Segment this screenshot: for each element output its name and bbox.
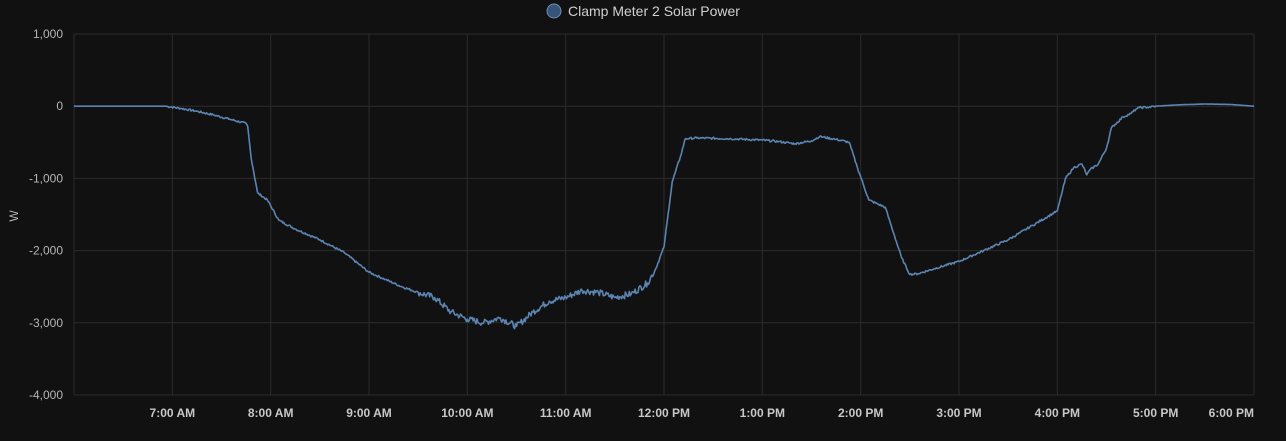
x-tick-label: 8:00 AM — [248, 406, 294, 420]
x-tick-label: 12:00 PM — [638, 406, 690, 420]
gridlines — [73, 33, 1255, 396]
y-tick-label: -1,000 — [29, 171, 63, 185]
y-axis: 1,000 0 -1,000 -2,000 -3,000 -4,000 — [29, 27, 63, 402]
y-tick-label: 1,000 — [33, 27, 63, 41]
series-line-clamp-meter-2-solar-power — [74, 103, 1255, 330]
y-axis-label: W — [7, 210, 21, 222]
y-tick-label: -2,000 — [29, 244, 63, 258]
legend-label: Clamp Meter 2 Solar Power — [568, 3, 740, 19]
legend[interactable]: Clamp Meter 2 Solar Power — [546, 3, 740, 19]
x-axis: 7:00 AM 8:00 AM 9:00 AM 10:00 AM 11:00 AM 12:… — [150, 406, 1254, 420]
x-tick-label: 9:00 AM — [346, 406, 392, 420]
x-tick-label: 7:00 AM — [150, 406, 196, 420]
x-tick-label: 3:00 PM — [936, 406, 981, 420]
x-tick-label: 4:00 PM — [1035, 406, 1080, 420]
x-tick-label: 10:00 AM — [441, 406, 493, 420]
x-tick-label: 11:00 AM — [540, 406, 592, 420]
y-tick-label: 0 — [56, 99, 63, 113]
y-tick-label: -3,000 — [29, 316, 63, 330]
legend-swatch — [546, 3, 562, 19]
x-tick-label: 2:00 PM — [838, 406, 883, 420]
x-tick-label: 1:00 PM — [740, 406, 785, 420]
x-tick-label: 6:00 PM — [1209, 406, 1254, 420]
x-tick-label: 5:00 PM — [1133, 406, 1178, 420]
y-tick-label: -4,000 — [29, 388, 63, 402]
